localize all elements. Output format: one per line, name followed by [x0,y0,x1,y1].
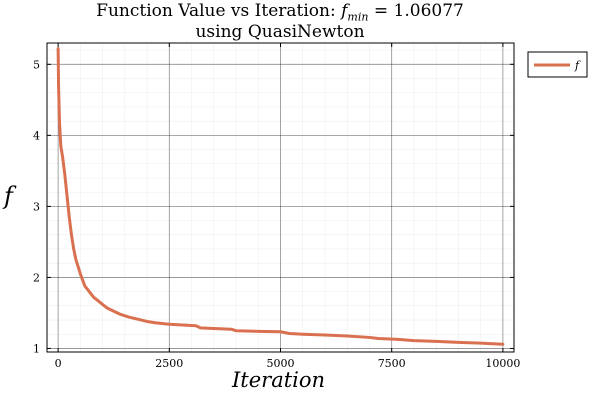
chart-title-equals: = [368,1,394,21]
y-tick-label: 5 [33,58,40,71]
x-tick-label: 7500 [378,357,406,370]
chart-title-subscript: min [347,10,369,24]
x-tick-label: 10000 [485,357,520,370]
x-tick-label: 5000 [267,357,295,370]
x-axis-label: Iteration [232,368,326,392]
chart-title-value: 1.06077 [393,1,464,21]
axis-ticks [47,43,514,352]
chart-title-line-2: using QuasiNewton [195,22,365,42]
y-axis-label: f [4,182,13,210]
chart-title-prefix: Function Value vs Iteration: [96,1,342,21]
series-layer [56,47,505,346]
legend: f [527,51,588,78]
y-tick-label: 1 [33,342,40,355]
x-tick-label: 0 [55,357,62,370]
minor-grid [47,43,514,352]
y-tick-label: 3 [33,200,40,213]
chart-title-line-1: Function Value vs Iteration: fmin = 1.06… [0,1,560,27]
major-grid [47,43,514,352]
series-line-f [56,47,505,346]
y-tick-label: 4 [33,129,40,142]
tick-labels: 0 2500 5000 7500 10000 1 2 3 4 5 [33,58,520,370]
y-tick-label: 2 [33,271,40,284]
legend-label-f: f [574,59,581,72]
x-tick-label: 2500 [155,357,183,370]
chart-title-symbol: f [341,1,348,21]
